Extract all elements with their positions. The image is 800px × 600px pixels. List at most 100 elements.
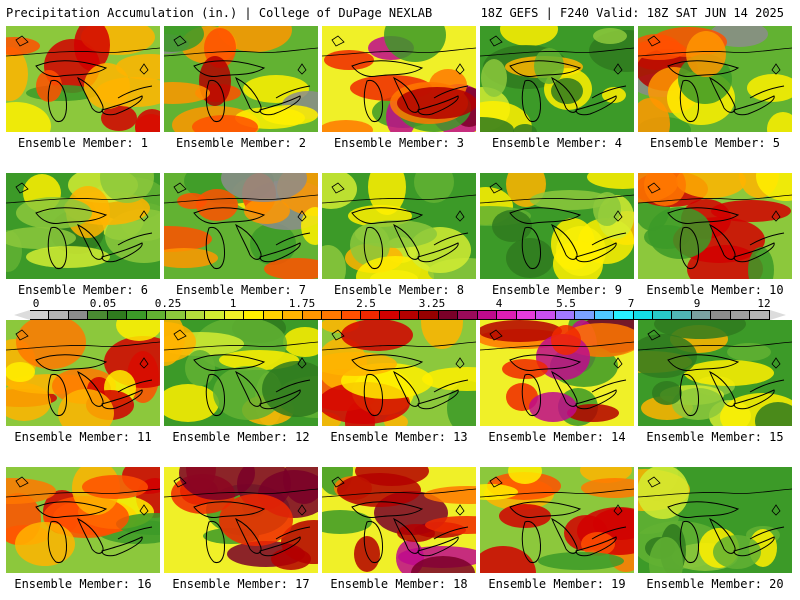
precip-blob	[638, 467, 689, 519]
great-lakes-outline	[480, 329, 634, 417]
colorbar-tick-label: 2.5	[356, 297, 376, 310]
precip-blob	[500, 26, 558, 46]
precip-blob	[513, 124, 537, 132]
ensemble-member-label: Ensemble Member: 20	[646, 577, 784, 591]
ensemble-member-label: Ensemble Member: 15	[646, 430, 784, 444]
precip-blob	[480, 546, 536, 573]
colorbar-segment	[146, 311, 167, 319]
precip-blob	[648, 207, 712, 259]
precip-field	[638, 26, 792, 132]
colorbar-segment	[107, 311, 128, 319]
precip-blob	[687, 245, 763, 279]
ensemble-map-panel	[638, 26, 792, 132]
precip-blob	[192, 115, 258, 132]
great-lakes-outline	[6, 329, 160, 417]
great-lakes-outline	[6, 35, 160, 123]
great-lakes-outline	[638, 476, 792, 564]
precip-blob	[747, 74, 792, 102]
precip-blob	[337, 473, 421, 507]
ensemble-map-panel	[322, 26, 476, 132]
precip-blob	[756, 173, 792, 201]
ensemble-map-panel	[638, 173, 792, 279]
precip-blob	[414, 173, 454, 203]
precip-blob	[6, 37, 40, 55]
colorbar-max-arrow	[770, 310, 786, 320]
ensemble-map-panel	[480, 467, 634, 573]
precip-blob	[164, 322, 196, 362]
precip-blob	[713, 535, 761, 569]
colorbar-segment	[536, 311, 556, 319]
precip-field	[164, 320, 318, 426]
precip-blob	[551, 325, 581, 355]
ensemble-map-panel	[6, 26, 160, 132]
precip-blob	[767, 112, 792, 132]
precip-blob	[196, 189, 238, 221]
colorbar-tick-label: 1	[229, 297, 237, 310]
precip-blob	[244, 198, 290, 224]
precip-blob	[593, 508, 634, 540]
precip-field	[322, 320, 476, 426]
ensemble-map-panel	[6, 173, 160, 279]
precip-blob	[262, 361, 318, 417]
precip-blob	[185, 350, 215, 386]
colorbar-tick-label: 12	[757, 297, 771, 310]
precip-field	[6, 26, 160, 132]
precip-blob	[283, 327, 318, 357]
ensemble-member-label: Ensemble Member: 7	[175, 283, 307, 297]
precip-blob	[538, 552, 624, 570]
precip-blob	[530, 190, 610, 210]
colorbar-segment	[730, 311, 751, 319]
colorbar-tick-label: 4	[495, 297, 503, 310]
ensemble-member-label: Ensemble Member: 13	[330, 430, 468, 444]
colorbar-tick-label: 0.05	[89, 297, 117, 310]
ensemble-map-panel	[6, 467, 160, 573]
precip-field	[480, 26, 634, 132]
colorbar-min-arrow	[14, 310, 30, 320]
precip-field	[164, 467, 318, 573]
ensemble-member-label: Ensemble Member: 4	[491, 136, 623, 150]
precip-field	[322, 173, 476, 279]
colorbar-segment	[166, 311, 186, 319]
precip-blob	[101, 105, 137, 131]
colorbar-tick-label: 5.5	[556, 297, 576, 310]
ensemble-map-panel	[322, 320, 476, 426]
precip-blob	[508, 467, 542, 484]
great-lakes-outline	[322, 476, 476, 564]
precip-blob	[6, 362, 35, 382]
precip-blob	[481, 59, 507, 97]
precip-blob	[322, 245, 346, 279]
colorbar-segment	[205, 311, 225, 319]
colorbar-segment	[127, 311, 147, 319]
precip-blob	[686, 31, 726, 77]
great-lakes-outline	[164, 476, 318, 564]
precip-field	[164, 26, 318, 132]
precip-blob	[755, 402, 792, 426]
great-lakes-outline	[322, 35, 476, 123]
precip-blob	[676, 173, 746, 198]
precip-blob	[551, 78, 583, 104]
precip-field	[322, 467, 476, 573]
precip-blob	[593, 28, 627, 44]
ensemble-member-label: Ensemble Member: 18	[330, 577, 468, 591]
precip-blob	[74, 26, 110, 71]
colorbar-segment	[341, 311, 361, 319]
precip-blob	[355, 220, 437, 248]
precip-blob	[218, 26, 292, 52]
colorbar-segment	[614, 311, 634, 319]
colorbar-tick-label: 1.75	[288, 297, 316, 310]
precip-blob	[644, 173, 686, 206]
colorbar-scale	[30, 310, 770, 320]
precip-blob	[164, 26, 204, 52]
precip-blob	[322, 510, 372, 534]
colorbar-segment	[497, 311, 517, 319]
great-lakes-outline	[6, 182, 160, 270]
precip-blob	[36, 70, 62, 102]
great-lakes-outline	[322, 329, 476, 417]
ensemble-map-panel	[322, 173, 476, 279]
precip-blob	[649, 537, 683, 573]
precip-blob	[84, 63, 130, 109]
colorbar-segment	[438, 311, 459, 319]
precip-field	[638, 467, 792, 573]
colorbar-segment	[555, 311, 576, 319]
precip-blob	[506, 238, 554, 278]
